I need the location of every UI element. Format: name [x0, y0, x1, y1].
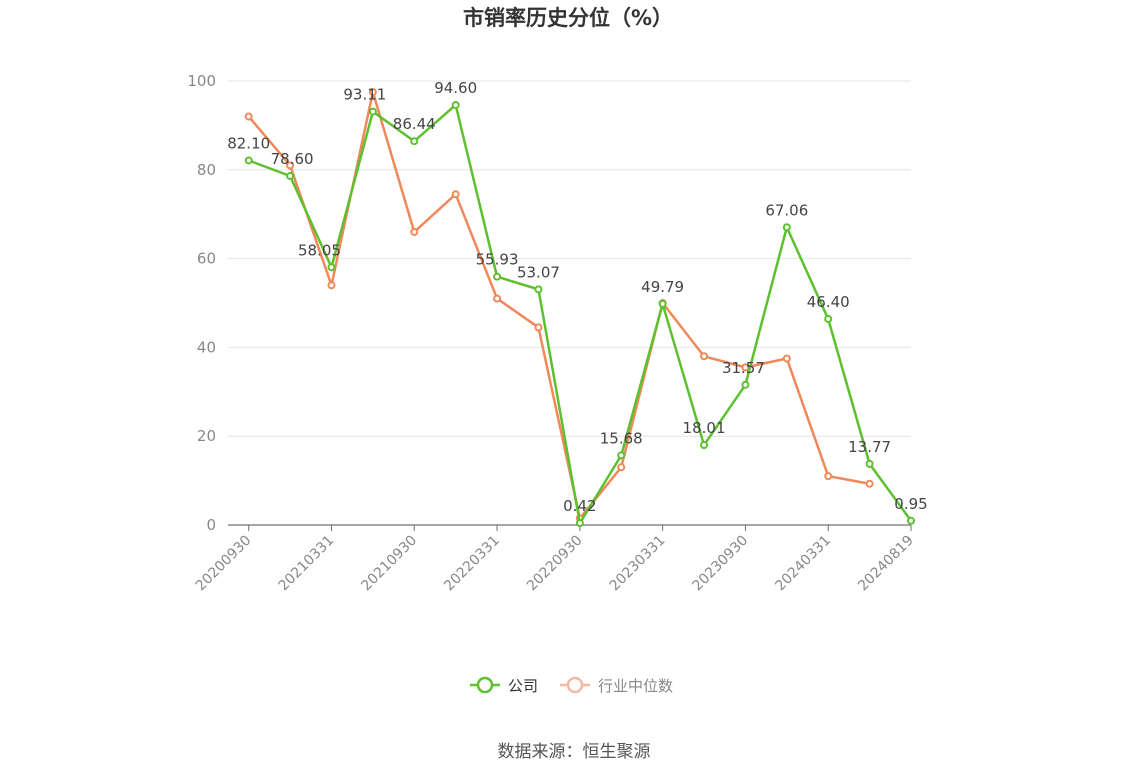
- data-label: 0.95: [894, 495, 927, 513]
- legend-marker: [476, 676, 494, 694]
- series-company: [244, 100, 915, 528]
- data-point: [534, 285, 543, 294]
- data-point: [782, 354, 791, 363]
- x-tick-label: 20210930: [358, 533, 420, 595]
- x-tick-label: 20230331: [607, 533, 669, 595]
- data-label: 58.05: [298, 241, 341, 259]
- source-text: 数据来源：恒生聚源: [498, 742, 651, 762]
- legend-label: 行业中位数: [598, 677, 673, 695]
- data-point: [327, 263, 336, 272]
- data-point: [865, 479, 874, 488]
- series-line: [247, 90, 870, 520]
- legend-item-industry-median[interactable]: 行业中位数: [560, 676, 673, 695]
- data-point: [244, 156, 253, 165]
- x-tick-label: 20230930: [690, 533, 752, 595]
- x-tick-label: 20220331: [441, 533, 503, 595]
- x-tick-label: 20220930: [524, 533, 586, 595]
- data-point: [741, 363, 750, 372]
- series-industry-median: [244, 88, 874, 523]
- data-label: 55.93: [476, 251, 519, 269]
- series-layer: [244, 88, 915, 528]
- data-label: 53.07: [517, 263, 560, 281]
- chart-title: 市销率历史分位（%）: [463, 6, 673, 30]
- data-label: 94.60: [434, 79, 477, 97]
- x-tick-label: 20200930: [193, 533, 255, 595]
- data-label: 93.11: [343, 86, 386, 104]
- data-point: [617, 463, 626, 472]
- legend-marker: [566, 676, 584, 694]
- y-tick-label: 40: [197, 338, 216, 356]
- legend-item-company[interactable]: 公司: [470, 676, 538, 695]
- data-label: 86.44: [393, 115, 436, 133]
- data-label: 46.40: [807, 293, 850, 311]
- data-point: [327, 281, 336, 290]
- y-tick-label: 100: [187, 72, 216, 90]
- data-label: 67.06: [765, 201, 808, 219]
- legend[interactable]: 公司 行业中位数: [470, 676, 673, 695]
- data-label: 13.77: [848, 438, 891, 456]
- data-point: [907, 516, 915, 525]
- y-tick-label: 0: [206, 516, 216, 534]
- y-tick-label: 80: [197, 161, 216, 179]
- data-point: [493, 272, 502, 281]
- data-point: [286, 172, 295, 181]
- data-point: [451, 100, 460, 109]
- data-point: [534, 323, 543, 332]
- data-label: 78.60: [271, 150, 314, 168]
- grid: [228, 80, 911, 437]
- data-point: [410, 137, 419, 146]
- data-label: 82.10: [227, 134, 270, 152]
- data-label: 31.57: [722, 359, 765, 377]
- series-line: [248, 103, 913, 525]
- data-point: [410, 227, 419, 236]
- data-point: [244, 112, 253, 121]
- data-label: 49.79: [641, 278, 684, 296]
- x-tick-label: 20210331: [276, 533, 338, 595]
- legend-label: 公司: [508, 677, 538, 695]
- x-tick-label: 20240331: [772, 533, 834, 595]
- data-label: 18.01: [683, 419, 726, 437]
- data-point: [824, 472, 833, 481]
- data-point: [451, 190, 460, 199]
- data-point: [368, 107, 377, 116]
- data-point: [658, 299, 667, 308]
- data-point: [824, 314, 833, 323]
- data-point: [700, 441, 709, 450]
- y-tick-label: 20: [197, 427, 216, 445]
- y-tick-label: 60: [197, 250, 216, 268]
- data-point: [782, 223, 791, 232]
- x-tick-label: 20240819: [855, 533, 917, 595]
- data-point: [700, 352, 709, 361]
- data-point: [617, 451, 626, 460]
- data-point: [286, 161, 295, 170]
- data-point: [368, 88, 377, 97]
- data-point: [493, 294, 502, 303]
- data-label: 15.68: [600, 429, 643, 447]
- data-label: 0.42: [563, 497, 596, 515]
- data-point: [865, 459, 874, 468]
- data-point: [741, 380, 750, 389]
- data-point: [575, 519, 584, 528]
